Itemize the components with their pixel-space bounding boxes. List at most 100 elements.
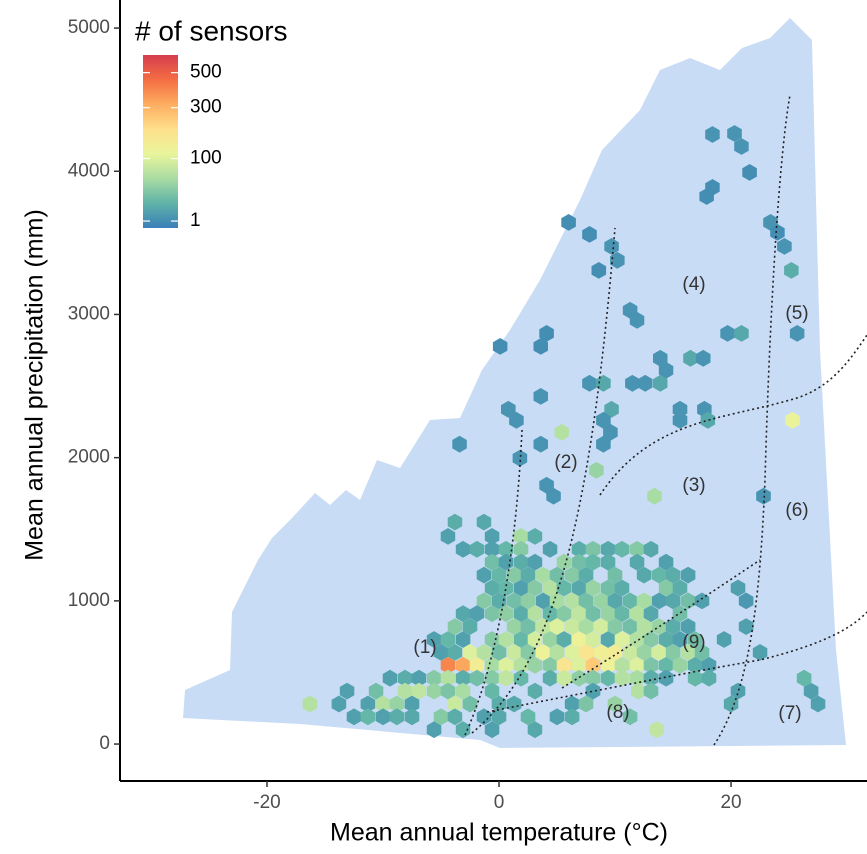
hexbin (564, 566, 580, 584)
hexbin (527, 631, 543, 648)
hexbin (389, 695, 405, 713)
region-label: (5) (785, 303, 808, 324)
hexbin (614, 656, 630, 674)
hexbin (375, 695, 391, 713)
hexbin (360, 695, 376, 713)
hexbin (498, 656, 514, 674)
hexbin (404, 708, 420, 726)
hexbin (607, 592, 623, 610)
hexbin (556, 553, 572, 571)
hexbin (625, 374, 640, 392)
hexbin (533, 388, 548, 405)
hexbin (506, 566, 522, 584)
hexbin (600, 579, 616, 597)
hexbin (506, 618, 522, 635)
hexbin (784, 262, 799, 279)
hexbin (520, 566, 536, 584)
hexbin (585, 605, 601, 623)
hexbin (564, 644, 580, 661)
hexbin (561, 214, 576, 231)
hexbin (404, 695, 420, 713)
hexbins (302, 125, 826, 739)
hexbin (397, 682, 413, 700)
hexbin (585, 669, 601, 687)
hexbin (433, 708, 449, 726)
hexbin (476, 592, 492, 610)
hexbin (535, 618, 551, 635)
colorbar-label: 300 (190, 97, 222, 118)
hexbin (571, 553, 587, 571)
hexbin (593, 644, 609, 661)
divider (464, 429, 523, 736)
hexbin (636, 644, 652, 661)
hexbin (535, 592, 551, 610)
hexbin (452, 435, 467, 453)
hexbin (578, 592, 594, 610)
hexbin (484, 656, 500, 674)
hexbin (716, 631, 732, 648)
hexbin (604, 400, 619, 418)
hexbin (643, 656, 659, 674)
hexbin (672, 411, 688, 429)
hexbin (469, 540, 485, 558)
hexbin (512, 449, 528, 467)
hexbin (651, 566, 667, 584)
hexbin (658, 631, 674, 648)
hexbin (665, 592, 681, 610)
hexbin (527, 528, 543, 545)
hexbin (571, 605, 587, 623)
hexbin (440, 669, 456, 687)
hexbin (513, 669, 529, 687)
hexbin (600, 631, 616, 648)
region-label: (2) (554, 452, 577, 473)
hexbin (447, 618, 463, 635)
hexbin (643, 631, 659, 648)
hexbin (700, 411, 716, 429)
divider (561, 559, 761, 689)
hexbin (672, 656, 688, 674)
hexbin (426, 721, 442, 739)
hexbin (596, 411, 611, 429)
region-label: (9) (682, 632, 705, 653)
hexbin (476, 644, 492, 661)
hexbin (571, 669, 587, 687)
hexbin (742, 164, 757, 181)
hexbin (492, 338, 508, 355)
hexbin (796, 669, 812, 687)
hexbin (600, 540, 616, 558)
region-label: (4) (682, 274, 705, 295)
hexbin (549, 644, 565, 661)
hexbin (513, 605, 529, 623)
hexbin (527, 656, 543, 674)
hexbin (533, 435, 548, 453)
hexbin (636, 592, 652, 610)
hexbin (302, 695, 318, 713)
hexbin (440, 528, 456, 545)
hexbin (593, 618, 609, 635)
hexbin (687, 669, 703, 687)
hexbin (589, 461, 604, 479)
hexbin (542, 669, 558, 687)
hexbin (447, 695, 463, 713)
hexbin (687, 656, 703, 674)
hexbin (571, 579, 587, 597)
hexbin (593, 592, 609, 610)
hexbin (643, 682, 659, 700)
hexbin (556, 631, 572, 648)
hexbin (607, 618, 623, 635)
hexbin (447, 708, 463, 726)
hexbin (658, 656, 674, 674)
hexbin (647, 487, 662, 505)
y-tick-label: 0 (99, 733, 110, 754)
hexbin (651, 618, 667, 635)
plot-area (183, 18, 867, 748)
hexbin (810, 695, 826, 713)
hexbin (653, 374, 668, 392)
legend-title: # of sensors (135, 15, 288, 46)
hexbin (542, 656, 558, 674)
hexbin (803, 682, 819, 700)
hexbin (629, 631, 645, 648)
hexbin (777, 238, 792, 255)
hexbin (556, 656, 572, 674)
